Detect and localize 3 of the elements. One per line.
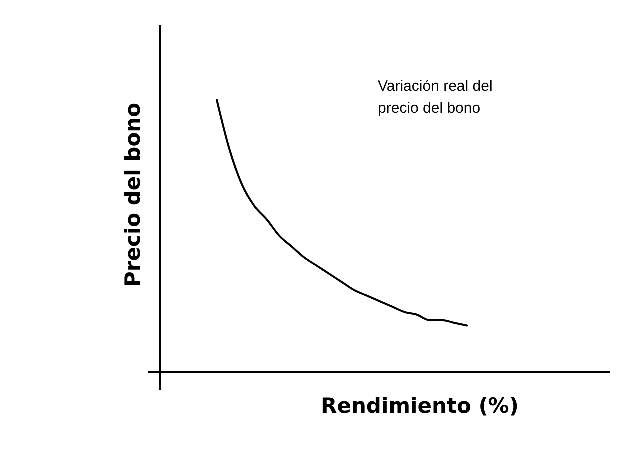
y-axis-title: Precio del bono xyxy=(121,103,145,287)
annotation: Variación real del precio del bono xyxy=(378,77,494,119)
x-axis-title: Rendimiento (%) xyxy=(321,394,519,418)
